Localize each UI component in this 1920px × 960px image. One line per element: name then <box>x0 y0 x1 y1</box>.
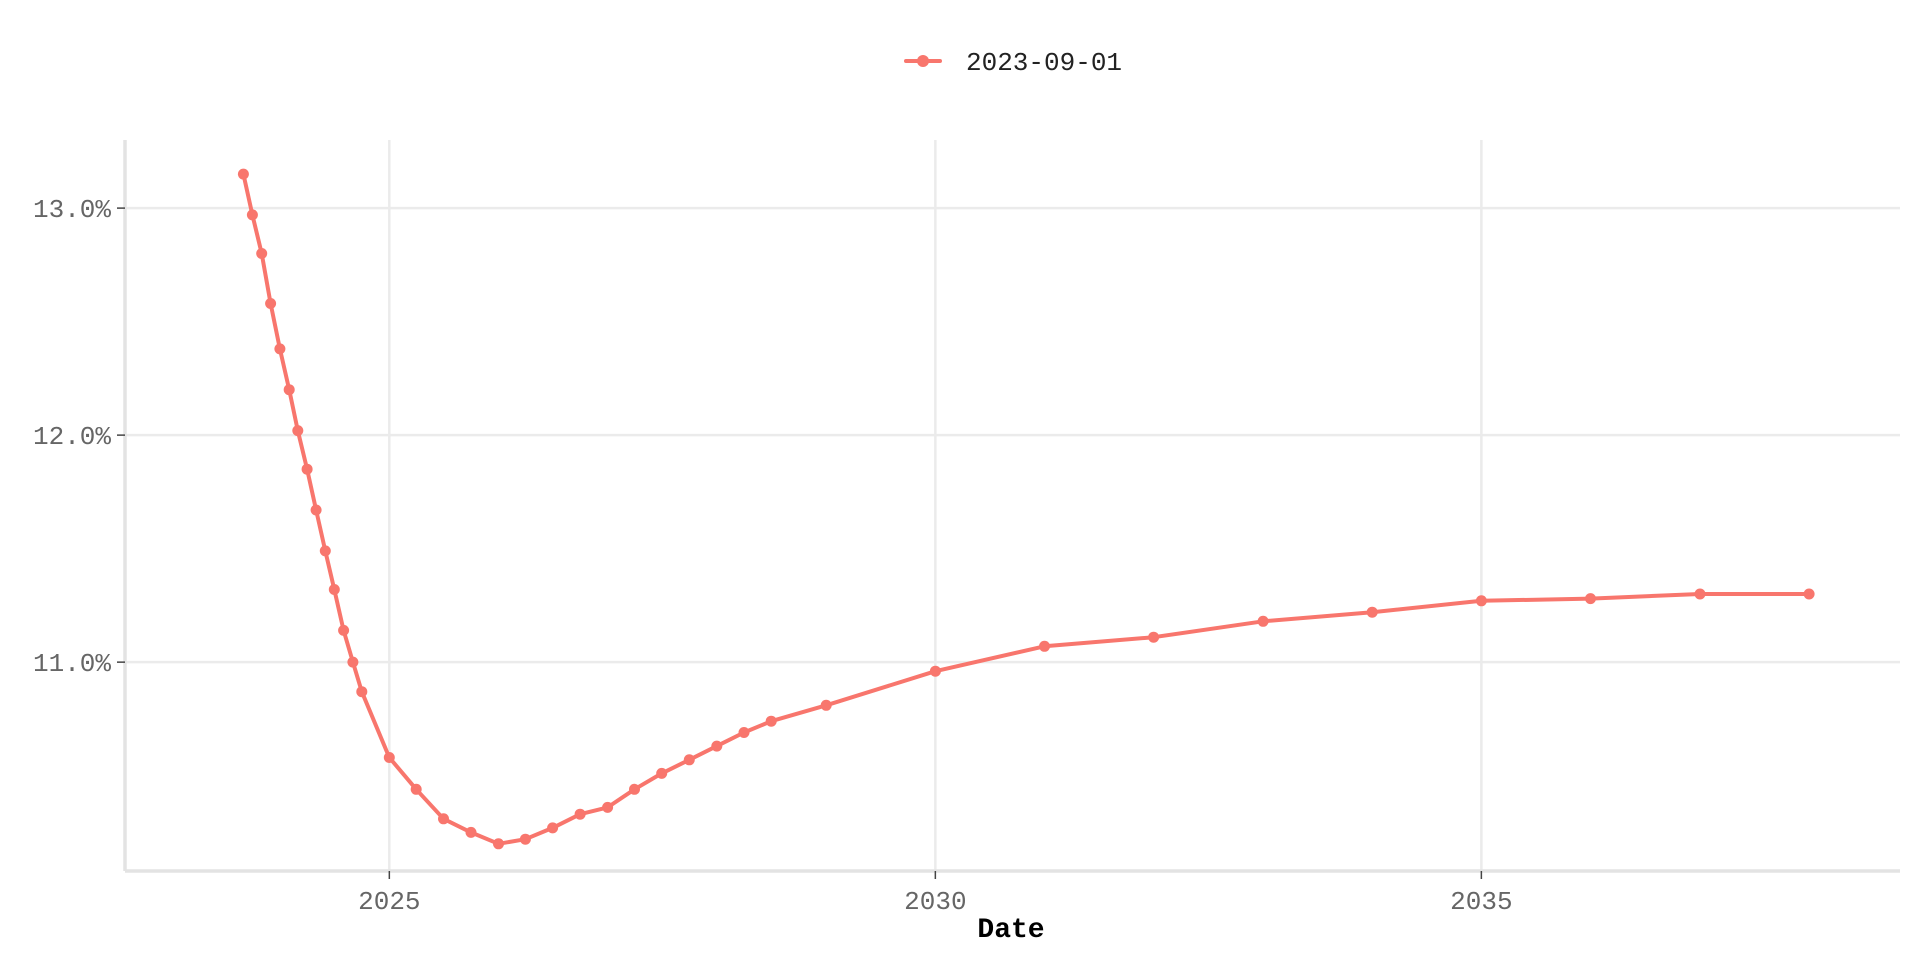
data-point <box>328 584 340 595</box>
legend-key-point <box>917 55 929 67</box>
data-point <box>820 699 832 711</box>
data-point <box>1694 588 1706 600</box>
data-point <box>338 624 350 636</box>
data-point <box>438 813 449 825</box>
data-point <box>319 545 331 557</box>
data-point <box>1475 595 1487 607</box>
data-point <box>656 767 668 779</box>
data-point <box>237 168 249 180</box>
x-axis-title: Date <box>977 915 1044 946</box>
legend-label: 2023-09-01 <box>966 48 1122 78</box>
data-point <box>929 665 941 677</box>
data-point <box>574 808 586 820</box>
data-point <box>383 752 395 763</box>
data-point <box>347 656 359 668</box>
data-point <box>301 463 313 475</box>
data-point <box>1148 631 1160 643</box>
data-point <box>410 783 422 795</box>
data-point <box>356 686 368 698</box>
data-point <box>265 298 277 309</box>
data-point <box>310 504 322 516</box>
x-gridlines <box>388 140 1483 871</box>
series-points <box>237 168 1815 850</box>
data-point <box>465 826 477 838</box>
data-point <box>292 425 304 437</box>
legend: 2023-09-01 <box>904 48 1122 78</box>
data-point <box>1803 588 1815 600</box>
data-point <box>683 754 695 766</box>
y-tick-label: 13.0% <box>33 195 111 225</box>
data-point <box>283 384 295 396</box>
data-point <box>1585 593 1596 605</box>
data-point <box>1039 640 1050 652</box>
data-point <box>711 740 723 752</box>
axis-ticks <box>117 207 1483 879</box>
data-point <box>1257 615 1269 627</box>
data-point <box>493 838 504 850</box>
y-gridlines <box>125 206 1900 664</box>
data-point <box>256 248 268 259</box>
data-point <box>519 833 531 845</box>
x-tick-label: 2025 <box>358 887 420 917</box>
data-point <box>602 801 614 813</box>
y-tick-label: 12.0% <box>33 422 111 452</box>
x-tick-labels: 2025 2030 2035 <box>358 887 1512 917</box>
data-point <box>274 343 286 355</box>
data-point <box>629 783 640 795</box>
x-tick-label: 2035 <box>1450 887 1512 917</box>
plot-panel: 11.0% 12.0% 13.0% 2025 2030 2035 <box>33 140 1900 917</box>
data-point <box>738 727 750 738</box>
y-tick-labels: 11.0% 12.0% 13.0% <box>33 195 111 679</box>
data-point <box>246 209 258 221</box>
data-point <box>765 715 777 727</box>
x-tick-label: 2030 <box>904 887 966 917</box>
series-line <box>241 173 1810 846</box>
y-tick-label: 11.0% <box>33 649 111 679</box>
data-point <box>1366 606 1378 618</box>
data-point <box>547 822 559 834</box>
